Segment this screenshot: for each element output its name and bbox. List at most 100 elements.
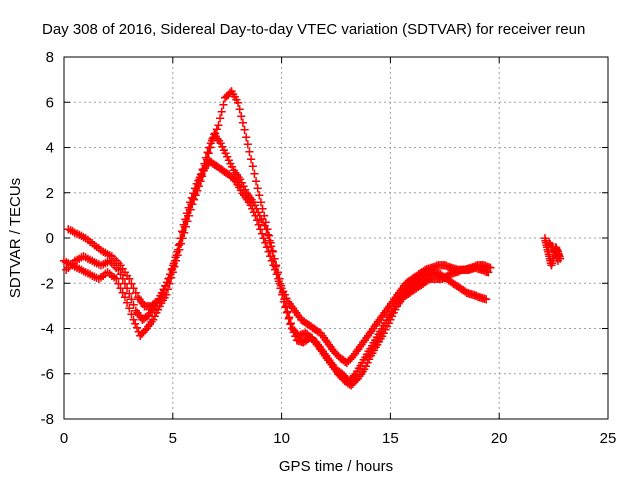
data-point: + [115,268,126,283]
data-point: + [202,146,213,161]
data-point: + [168,259,179,274]
data-point: + [408,271,419,286]
data-point: + [432,267,443,282]
series-track-2: ++++++++++++++++++++++++++++++++++++++++… [63,155,496,371]
data-point: + [226,170,237,185]
data-point: + [275,277,286,292]
data-point: + [309,334,320,349]
data-point: + [232,178,243,193]
data-point: + [65,258,76,273]
data-point: + [356,367,367,382]
data-point: + [158,294,169,309]
data-point: + [457,263,468,278]
data-point: + [413,280,424,295]
data-point: + [480,259,491,274]
data-point: + [278,295,289,310]
x-tick-label: 15 [382,430,399,447]
data-point: + [389,299,400,314]
data-point: + [163,272,174,287]
data-point: + [310,336,321,351]
data-point: + [102,247,113,262]
data-point: + [429,272,440,287]
data-point: + [201,159,212,174]
data-point: + [303,329,314,344]
data-point: + [471,261,482,276]
data-point: + [397,286,408,301]
data-point: + [371,317,382,332]
data-point: + [199,157,210,172]
data-point: + [433,259,444,274]
data-point: + [69,254,80,269]
data-point: + [482,260,493,275]
data-point: + [217,140,228,155]
data-point: + [314,325,325,340]
data-point: + [87,237,98,252]
data-point: + [168,256,179,271]
data-point: + [133,290,144,305]
data-point: + [549,246,560,261]
data-point: + [128,298,139,313]
data-point: + [74,252,85,267]
data-point: + [290,325,301,340]
data-point: + [393,294,404,309]
data-point: + [252,213,263,228]
data-point: + [301,333,312,348]
data-point: + [232,168,243,183]
data-point: + [427,266,438,281]
data-point: + [542,243,553,258]
data-point: + [360,350,371,365]
data-point: + [159,284,170,299]
data-point: + [117,262,128,277]
data-point: + [475,263,486,278]
data-point: + [59,254,70,269]
x-tick-labels: 0 5 10 15 20 25 [60,430,617,447]
data-point: + [80,251,91,266]
data-point: + [408,284,419,299]
data-point: + [471,289,482,304]
data-point: + [197,169,208,184]
data-point: + [187,192,198,207]
data-point: + [312,338,323,353]
data-point: + [383,316,394,331]
data-point: + [218,98,229,113]
data-point: + [260,216,271,231]
data-point: + [372,315,383,330]
data-point: + [136,295,147,310]
data-point: + [415,272,426,287]
data-point: + [148,313,159,328]
data-point: + [453,264,464,279]
data-point: + [171,248,182,263]
data-point: + [438,270,449,285]
data-point: + [242,138,253,153]
data-point: + [340,371,351,386]
data-point: + [451,279,462,294]
data-point: + [267,244,278,259]
data-point: + [440,270,451,285]
data-point: + [315,327,326,342]
data-point: + [367,346,378,361]
data-point: + [377,308,388,323]
data-point: + [474,290,485,305]
data-point: + [188,186,199,201]
data-point: + [179,226,190,241]
data-point: + [72,227,83,242]
data-point: + [245,191,256,206]
data-point: + [228,87,239,102]
data-point: + [355,359,366,374]
data-point: + [435,268,446,283]
data-point: + [242,193,253,208]
data-point: + [345,372,356,387]
data-point: + [547,256,558,271]
data-point: + [109,271,120,286]
data-point: + [544,250,555,265]
data-point: + [272,268,283,283]
data-point: + [131,321,142,336]
data-point: + [338,354,349,369]
data-point: + [395,295,406,310]
data-point: + [379,306,390,321]
plot-frame [63,56,609,420]
data-point: + [197,162,208,177]
y-tick-label: 0 [46,230,54,247]
data-point: + [208,130,219,145]
data-point: + [139,299,150,314]
